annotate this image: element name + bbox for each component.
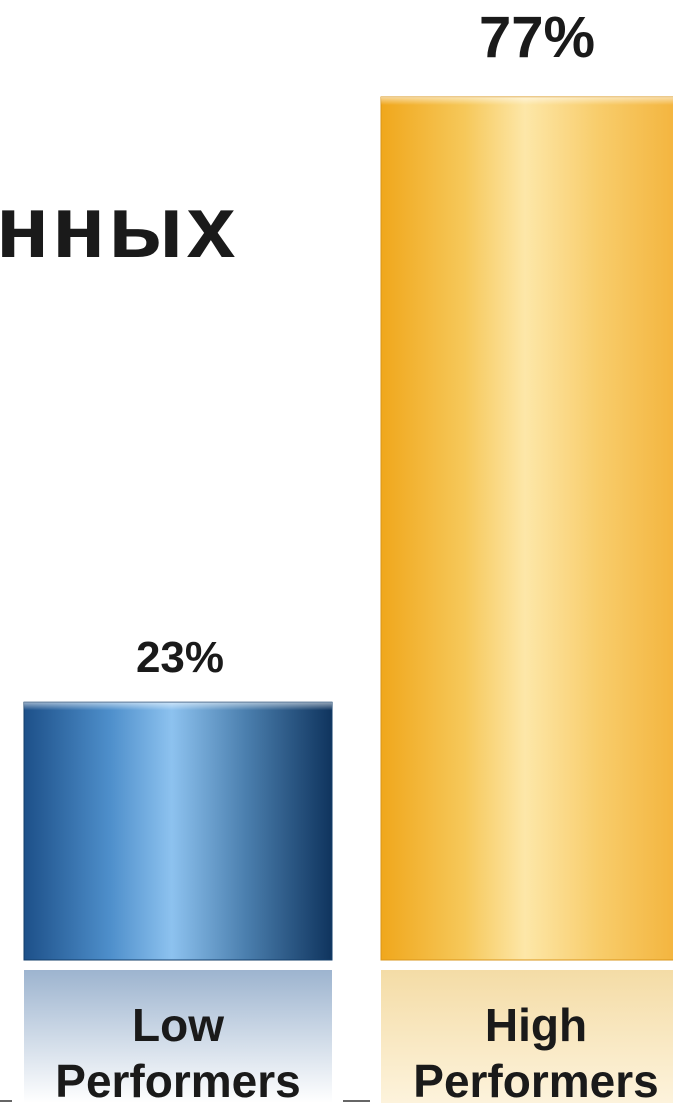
bar-sheen-high-performers (381, 97, 673, 105)
bar-sheen-low-performers (24, 702, 332, 711)
slide-title-fragment: нных (0, 177, 239, 276)
bar-high-performers (380, 96, 673, 961)
category-plate-high-performers (381, 970, 673, 1103)
bars-layer (23, 96, 673, 1103)
category-label-low-performers-line-1: Low (132, 999, 224, 1051)
bar-low-performers (23, 701, 333, 961)
category-label-low-performers-line-2: Performers (55, 1055, 300, 1103)
category-label-high-performers-line-2: Performers (413, 1055, 658, 1103)
category-plate-low-performers (24, 970, 332, 1103)
category-label-high-performers-line-1: High (485, 999, 587, 1051)
data-label-high-performers: 77% (479, 5, 595, 70)
data-label-low-performers: 23% (136, 633, 224, 682)
